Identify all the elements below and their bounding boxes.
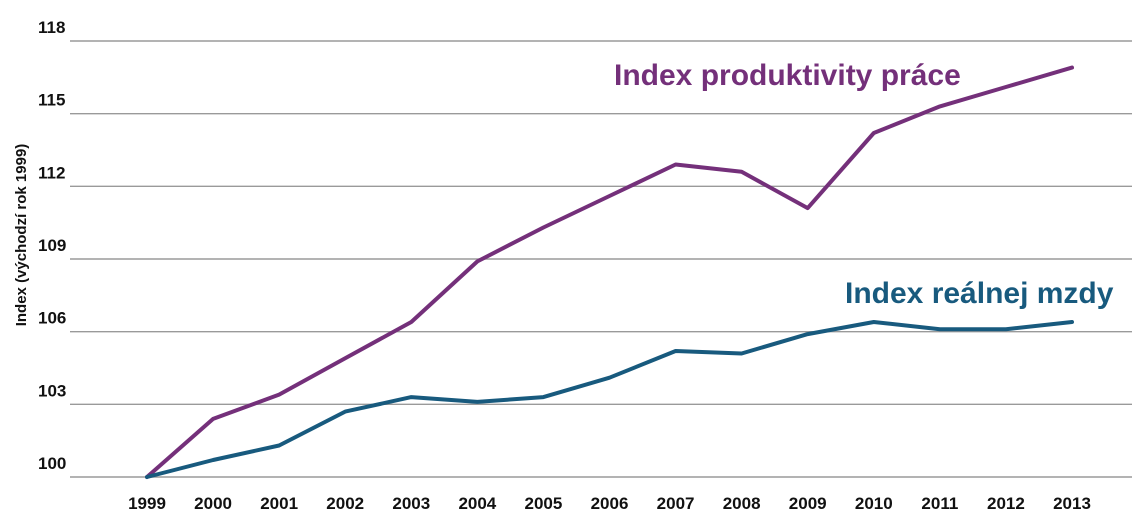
series-label-productivity: Index produktivity práce	[614, 59, 961, 92]
x-tick-2013: 2013	[1053, 494, 1091, 512]
y-tick-106: 106	[38, 309, 66, 328]
x-tick-2010: 2010	[855, 494, 893, 512]
x-tick-2008: 2008	[723, 494, 761, 512]
x-tick-2000: 2000	[194, 494, 232, 512]
y-axis-label: Index (východzí rok 1999)	[13, 144, 30, 327]
x-tick-2001: 2001	[260, 494, 298, 512]
x-tick-2004: 2004	[458, 494, 496, 512]
y-tick-109: 109	[38, 236, 66, 255]
y-tick-115: 115	[38, 91, 65, 110]
x-axis-ticks: 1999 2000 2001 2002 2003 2004 2005 2006 2007 2008…	[128, 494, 1091, 512]
y-tick-103: 103	[38, 381, 66, 400]
x-tick-2005: 2005	[525, 494, 563, 512]
x-tick-2002: 2002	[326, 494, 364, 512]
x-tick-1999: 1999	[128, 494, 166, 512]
y-axis-ticks: 100 103 106 109 112 115 118	[38, 18, 66, 473]
series-line-real-wage	[145, 320, 1074, 479]
y-tick-100: 100	[38, 454, 66, 473]
series-line-productivity	[145, 65, 1074, 479]
y-tick-118: 118	[38, 18, 65, 37]
x-tick-2012: 2012	[987, 494, 1025, 512]
y-tick-112: 112	[38, 163, 65, 182]
x-tick-2011: 2011	[921, 494, 958, 512]
x-tick-2007: 2007	[657, 494, 695, 512]
series-label-real-wage: Index reálnej mzdy	[845, 277, 1114, 310]
x-tick-2006: 2006	[591, 494, 629, 512]
x-tick-2003: 2003	[392, 494, 430, 512]
x-tick-2009: 2009	[789, 494, 827, 512]
series-lines	[145, 65, 1074, 479]
